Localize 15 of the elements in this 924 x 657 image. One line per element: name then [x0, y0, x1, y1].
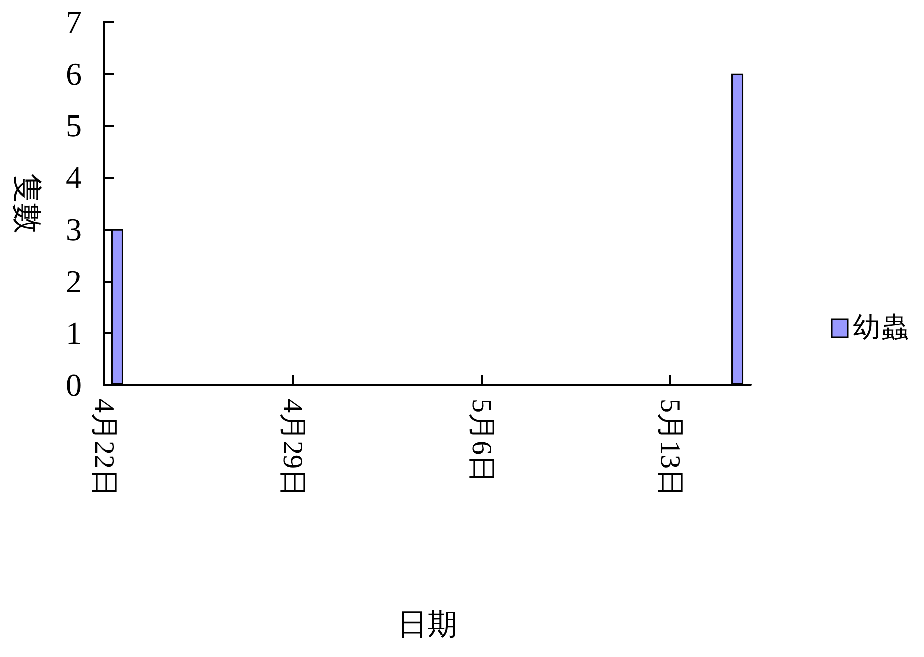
y-tick-label: 6: [66, 56, 82, 92]
y-tick-label: 1: [66, 315, 82, 352]
y-tick-label: 4: [66, 160, 82, 196]
y-tick-label: 2: [66, 263, 82, 300]
y-tick-label: 3: [66, 211, 82, 248]
x-axis-title: 日期: [398, 608, 458, 642]
y-tick-label: 7: [66, 4, 82, 40]
y-tick-label: 5: [66, 108, 82, 144]
x-tick-label: 5月6日: [466, 399, 497, 483]
x-tick-label: 4月29日: [277, 399, 308, 497]
y-axis-title: 隻數: [10, 174, 44, 234]
x-tick-label: 5月13日: [654, 399, 686, 497]
legend-label: 幼蟲: [853, 313, 909, 344]
y-tick-label: 0: [66, 367, 82, 403]
x-tick-label: 4月22日: [88, 399, 120, 497]
